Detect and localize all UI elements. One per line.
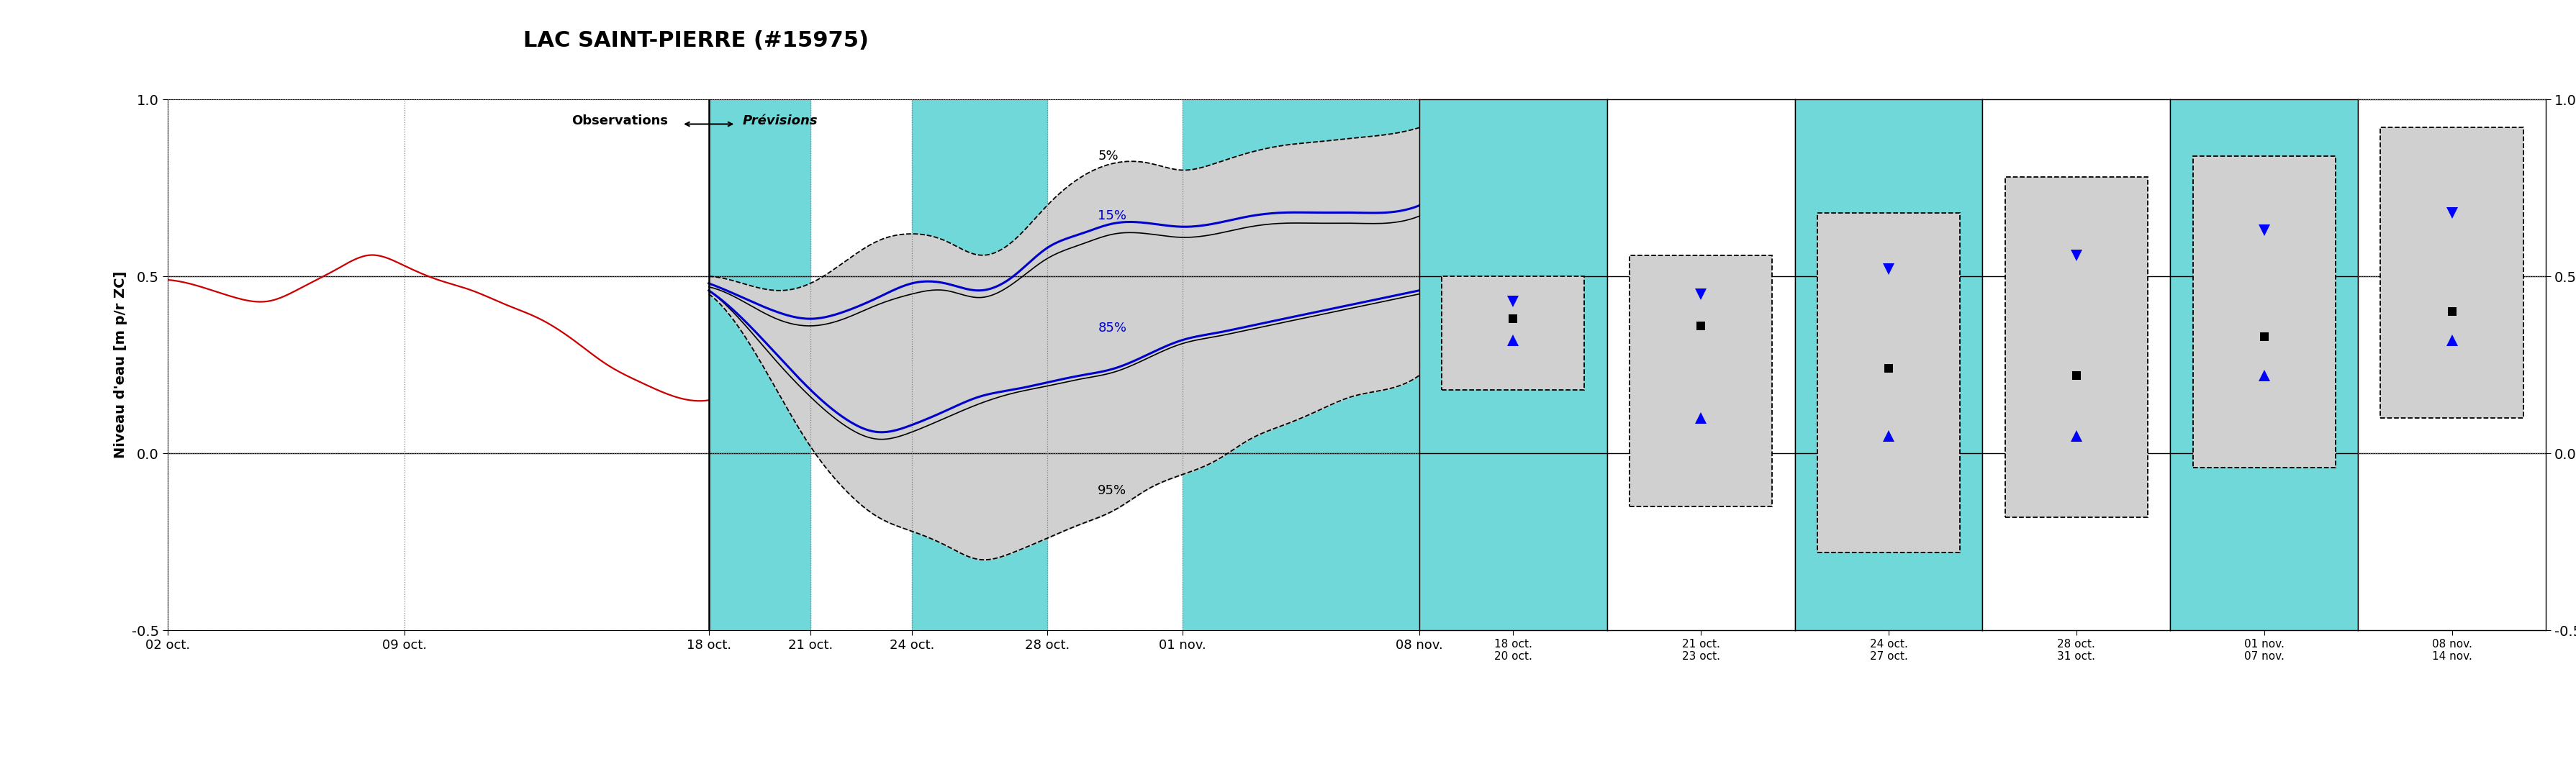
Bar — [912, 99, 1046, 630]
Bar — [1443, 277, 1584, 390]
Bar — [708, 99, 809, 630]
Text: 15%: 15% — [1097, 209, 1126, 222]
Bar — [2380, 128, 2522, 418]
Bar — [2192, 156, 2334, 468]
Bar — [1628, 255, 1772, 507]
Text: 85%: 85% — [1097, 322, 1126, 335]
Text: Observations: Observations — [572, 114, 667, 127]
Bar — [1816, 212, 1960, 552]
Text: Prévisions: Prévisions — [742, 114, 817, 127]
Bar — [2380, 128, 2522, 418]
Bar — [1443, 277, 1584, 390]
Text: 5%: 5% — [1097, 150, 1118, 162]
Bar — [2004, 177, 2148, 517]
Text: 95%: 95% — [1097, 484, 1126, 497]
Bar — [2192, 156, 2334, 468]
Text: LAC SAINT-PIERRE (#15975): LAC SAINT-PIERRE (#15975) — [523, 31, 868, 51]
Y-axis label: Niveau d'eau [m p/r ZC]: Niveau d'eau [m p/r ZC] — [113, 271, 129, 458]
Bar — [1182, 99, 1419, 630]
Bar — [2004, 177, 2148, 517]
Bar — [1816, 212, 1960, 552]
Bar — [1628, 255, 1772, 507]
